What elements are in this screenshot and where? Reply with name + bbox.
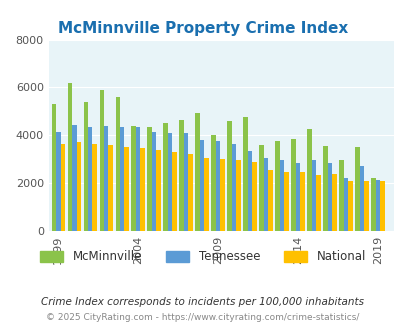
Text: © 2025 CityRating.com - https://www.cityrating.com/crime-statistics/: © 2025 CityRating.com - https://www.city… (46, 313, 359, 322)
Bar (163, 123, 168, 231)
Bar (136, 127, 140, 231)
Bar (76, 143, 81, 231)
Bar (215, 141, 220, 231)
Bar (375, 180, 379, 231)
Bar (220, 159, 224, 231)
Bar (131, 126, 136, 231)
Bar (247, 151, 252, 231)
Bar (279, 160, 283, 231)
Bar (299, 172, 304, 231)
Bar (359, 166, 363, 231)
Bar (168, 133, 172, 231)
Bar (363, 181, 368, 231)
Bar (231, 144, 236, 231)
Bar (315, 175, 320, 231)
Bar (243, 117, 247, 231)
Bar (51, 104, 56, 231)
Bar (172, 152, 177, 231)
Bar (227, 121, 231, 231)
Bar (179, 120, 183, 231)
Bar (327, 163, 331, 231)
Bar (211, 135, 215, 231)
Bar (284, 172, 288, 231)
Bar (275, 141, 279, 231)
Bar (92, 144, 97, 231)
Bar (99, 90, 104, 231)
Bar (183, 133, 188, 231)
Bar (331, 174, 336, 231)
Bar (67, 83, 72, 231)
Bar (188, 154, 192, 231)
Bar (104, 126, 108, 231)
Bar (151, 132, 156, 231)
Bar (72, 124, 76, 231)
Bar (120, 127, 124, 231)
Bar (311, 160, 315, 231)
Text: McMinnville Property Crime Index: McMinnville Property Crime Index (58, 21, 347, 36)
Bar (83, 102, 88, 231)
Bar (347, 181, 352, 231)
Legend: McMinnville, Tennessee, National: McMinnville, Tennessee, National (35, 246, 370, 268)
Bar (259, 145, 263, 231)
Bar (370, 178, 375, 231)
Bar (252, 162, 256, 231)
Bar (108, 145, 113, 231)
Bar (199, 140, 204, 231)
Bar (379, 181, 384, 231)
Bar (263, 158, 268, 231)
Bar (338, 160, 343, 231)
Bar (204, 158, 208, 231)
Bar (88, 127, 92, 231)
Bar (156, 150, 160, 231)
Bar (354, 147, 359, 231)
Bar (124, 147, 129, 231)
Bar (195, 113, 199, 231)
Bar (268, 170, 272, 231)
Bar (236, 160, 240, 231)
Bar (343, 178, 347, 231)
Bar (56, 132, 60, 231)
Bar (290, 139, 295, 231)
Bar (322, 146, 327, 231)
Bar (295, 163, 299, 231)
Text: Crime Index corresponds to incidents per 100,000 inhabitants: Crime Index corresponds to incidents per… (41, 297, 364, 307)
Bar (60, 144, 65, 231)
Bar (307, 129, 311, 231)
Bar (115, 97, 120, 231)
Bar (140, 148, 145, 231)
Bar (147, 127, 151, 231)
